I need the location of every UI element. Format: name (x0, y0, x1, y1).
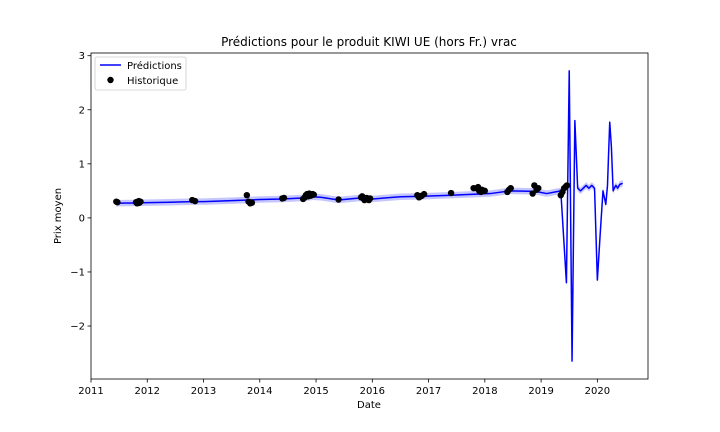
x-axis-label: Date (357, 400, 381, 411)
historique-point (114, 199, 121, 206)
historique-point (447, 189, 455, 197)
x-tick-label: 2011 (78, 386, 103, 397)
x-tick-label: 2019 (528, 386, 553, 397)
x-tick-label: 2018 (472, 386, 497, 397)
legend-historique-swatch (107, 76, 114, 84)
historique-point (248, 199, 256, 206)
y-axis-label: Prix moyen (53, 188, 64, 244)
x-tick-label: 2012 (135, 386, 160, 397)
x-tick-label: 2014 (247, 386, 272, 397)
y-tick-label: 0 (79, 213, 85, 224)
y-tick-label: −1 (70, 267, 85, 278)
x-tick-label: 2020 (585, 386, 610, 397)
x-tick-label: 2015 (303, 386, 328, 397)
historique-point (243, 191, 251, 199)
y-tick-label: −2 (70, 322, 85, 333)
chart-title: Prédictions pour le produit KIWI UE (hor… (221, 35, 517, 49)
x-tick-label: 2016 (360, 386, 385, 397)
historique-point (507, 184, 514, 192)
historique-point (137, 198, 144, 205)
historique-point (420, 190, 428, 198)
x-tick-label: 2017 (416, 386, 441, 397)
y-tick-label: 2 (79, 105, 85, 116)
legend-label-historique: Historique (127, 76, 178, 87)
historique-point (280, 194, 288, 202)
plot-area (113, 67, 623, 365)
y-tick-label: 1 (79, 159, 85, 170)
plot-frame (90, 52, 649, 380)
axes: 2011 2012 2013 2014 2015 2016 2017 2018 2019 2020… (70, 51, 610, 397)
x-tick-label: 2013 (191, 386, 216, 397)
historique-point (366, 195, 374, 202)
legend-label-predictions: Prédictions (127, 60, 182, 72)
historique-point (335, 196, 342, 203)
historique-point (481, 187, 489, 195)
legend: Prédictions Historique (94, 56, 187, 91)
historique-point (535, 184, 542, 192)
historique-point (310, 191, 317, 198)
historique-point (563, 182, 571, 189)
historique-point (191, 197, 199, 205)
y-tick-label: 3 (79, 51, 85, 62)
